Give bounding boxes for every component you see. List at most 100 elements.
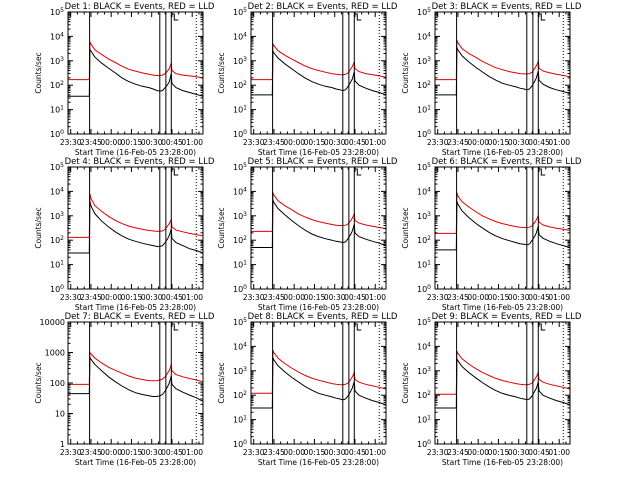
x-axis-label: Start Time (16-Feb-05 23:28:00) [75,303,196,312]
x-tick-label: 23:30 [427,293,449,302]
y-tick-exponent: 3 [243,56,247,63]
y-tick-exponent: 4 [243,341,247,348]
panel-title: Det 9: BLACK = Events, RED = LLD [432,312,582,322]
y-tick-base: 10 [417,187,427,196]
x-tick-label: 01:00 [548,138,570,147]
plot-frame [67,166,204,290]
x-axis-label: Start Time (16-Feb-05 23:28:00) [258,458,379,467]
y-tick-label: 105 [50,162,64,172]
x-tick-label: 00:45 [344,293,366,302]
y-tick-exponent: 1 [243,105,247,112]
y-tick-base: 10 [417,261,427,270]
y-tick-label: 100 [50,129,64,139]
x-tick-label: 00:15 [488,293,510,302]
y-tick-base: 10 [417,163,427,172]
y-tick-label: 103 [50,211,64,221]
y-tick-base: 10 [233,261,243,270]
y-tick-label: 105 [50,7,64,17]
series-line-red [68,351,204,385]
x-tick-label: 00:15 [304,293,326,302]
plot-frame [434,166,571,290]
y-tick-base: 10 [50,57,60,66]
x-tick-label: 23:45 [80,293,102,302]
x-tick-label: 00:30 [508,138,530,147]
y-tick-label: 102 [50,80,64,90]
y-tick-label: 102 [233,80,247,90]
plot-frame [434,321,571,445]
y-tick-base: 10 [417,106,427,115]
y-tick-base: 10 [417,8,427,17]
series-line-red [251,192,387,232]
y-tick-exponent: 5 [60,162,64,169]
y-tick-label: 101 [233,260,247,270]
marker-flag [538,323,546,331]
y-tick-base: 10 [50,285,60,294]
x-tick-label: 00:30 [141,138,163,147]
y-tick-label: 101 [417,415,431,425]
y-tick-base: 10 [233,212,243,221]
x-tick-label: 01:00 [364,293,386,302]
y-tick-exponent: 4 [243,31,247,38]
y-tick-base: 10 [50,163,60,172]
y-tick-label: 105 [417,7,431,17]
y-tick-label: 103 [417,366,431,376]
x-tick-label: 23:30 [60,448,82,457]
x-tick-label: 00:15 [304,138,326,147]
x-tick-label: 00:45 [528,293,550,302]
y-tick-exponent: 0 [243,439,247,446]
detector-panel-6: 10010110210310410523:3023:4500:0000:1500… [401,157,582,312]
y-tick-base: 10 [417,367,427,376]
y-tick-exponent: 5 [243,317,247,324]
panel-title: Det 3: BLACK = Events, RED = LLD [432,2,582,12]
y-tick-exponent: 1 [427,260,431,267]
y-tick-exponent: 3 [427,366,431,373]
marker-flag [354,13,362,21]
y-axis-label: Counts/sec [217,207,226,248]
plot-frame [250,321,387,445]
series-line-black [68,47,204,97]
y-tick-base: 10 [233,318,243,327]
series-line-black [251,49,387,96]
panel-title: Det 4: BLACK = Events, RED = LLD [65,157,215,167]
x-tick-label: 23:45 [263,448,285,457]
x-tick-label: 00:45 [528,138,550,147]
series-line-black [435,47,571,96]
y-tick-label: 100 [233,439,247,449]
x-axis-label: Start Time (16-Feb-05 23:28:00) [75,458,196,467]
y-tick-base: 10 [417,236,427,245]
y-tick-base: 10 [233,32,243,41]
x-tick-label: 01:00 [364,448,386,457]
x-tick-label: 23:45 [447,293,469,302]
y-tick-label: 104 [233,186,247,196]
y-tick-exponent: 4 [60,31,64,38]
y-tick-label: 103 [417,211,431,221]
y-tick-label: 104 [50,31,64,41]
detector-panel-3: 10010110210310410523:3023:4500:0000:1500… [401,2,582,157]
y-tick-exponent: 4 [427,341,431,348]
y-tick-label: 103 [417,56,431,66]
y-tick-label: 102 [417,390,431,400]
y-tick-base: 10 [233,440,243,449]
y-tick-base: 10 [233,416,243,425]
series-line-red [435,40,571,81]
panel-title: Det 2: BLACK = Events, RED = LLD [248,2,398,12]
series-line-red [68,41,204,81]
y-tick-exponent: 0 [427,129,431,136]
series-line-black [251,357,387,409]
x-tick-label: 00:45 [161,138,183,147]
panel-title: Det 1: BLACK = Events, RED = LLD [65,2,215,12]
y-tick-exponent: 2 [243,80,247,87]
x-axis-label: Start Time (16-Feb-05 23:28:00) [258,303,379,312]
y-tick-exponent: 3 [60,56,64,63]
y-tick-label: 1000 [45,349,65,358]
y-tick-label: 100 [50,379,65,388]
y-tick-exponent: 3 [427,56,431,63]
x-tick-label: 00:15 [488,448,510,457]
x-tick-label: 01:00 [548,293,570,302]
y-tick-exponent: 5 [427,7,431,14]
y-tick-label: 100 [417,129,431,139]
plot-frame [67,11,204,135]
panel-title: Det 5: BLACK = Events, RED = LLD [248,157,398,167]
y-tick-base: 10 [233,163,243,172]
marker-flag [354,323,362,331]
